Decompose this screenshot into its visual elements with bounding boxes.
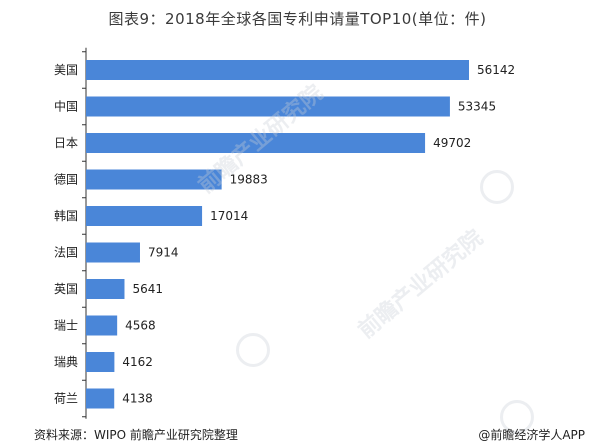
bar (86, 96, 450, 117)
data-label: 4568 (125, 319, 156, 333)
bar (86, 315, 118, 336)
data-label: 49702 (433, 136, 471, 150)
data-label: 53345 (458, 100, 496, 114)
bar (86, 279, 125, 299)
bar (86, 60, 469, 80)
category-label: 法国 (54, 246, 78, 260)
category-label: 英国 (54, 282, 78, 296)
data-label: 4162 (122, 355, 153, 369)
category-label: 荷兰 (54, 392, 78, 406)
data-label: 17014 (210, 209, 248, 223)
credit-note: @前瞻经济学人APP (478, 428, 585, 442)
bar (86, 352, 115, 372)
category-label: 韩国 (54, 208, 78, 223)
bar (86, 388, 115, 409)
bar (86, 169, 222, 190)
data-label: 5641 (132, 282, 163, 296)
data-label: 19883 (230, 173, 268, 187)
category-label: 中国 (54, 99, 78, 114)
category-label: 瑞士 (54, 319, 78, 333)
data-label: 7914 (148, 246, 179, 260)
chart-title: 图表9：2018年全球各国专利申请量TOP10(单位：件) (108, 10, 487, 28)
source-note: 资料来源：WIPO 前瞻产业研究院整理 (34, 428, 238, 442)
bar (86, 206, 203, 226)
data-label: 4138 (122, 392, 153, 406)
category-label: 美国 (54, 63, 78, 77)
category-label: 德国 (54, 172, 78, 187)
bar (86, 133, 426, 153)
data-label: 56142 (477, 63, 515, 77)
category-label: 日本 (54, 136, 78, 150)
category-label: 瑞典 (54, 355, 78, 369)
bar (86, 242, 140, 263)
